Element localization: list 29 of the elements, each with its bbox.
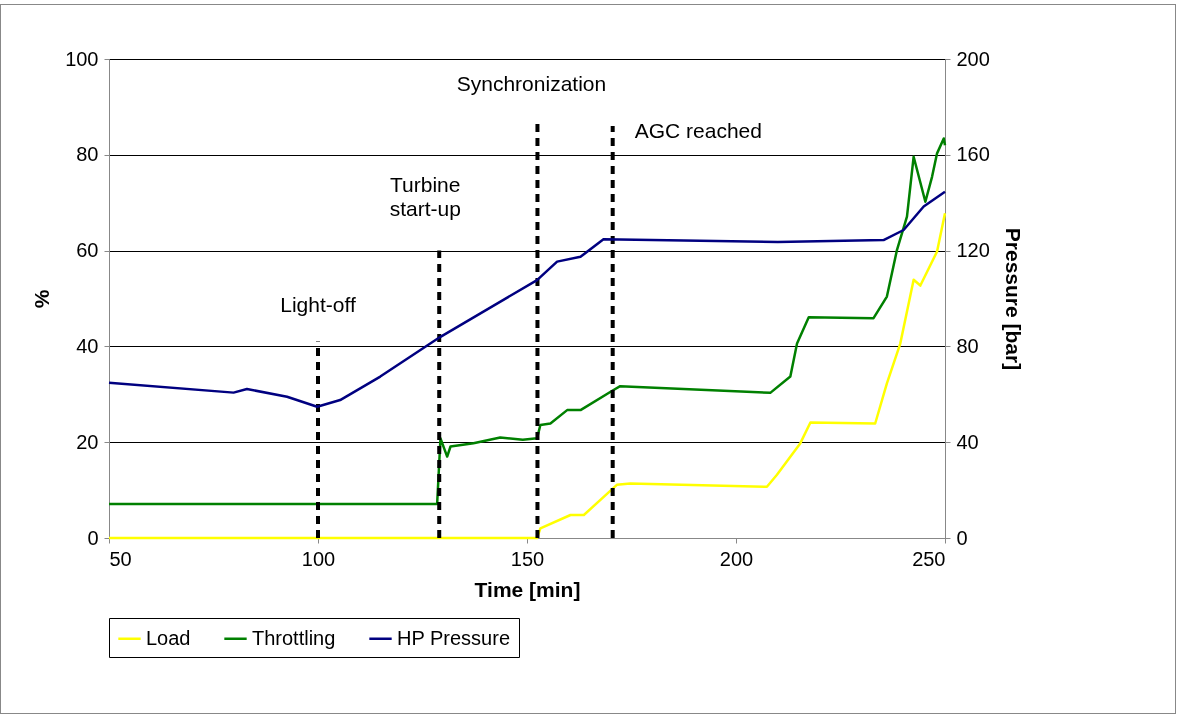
y2-tick-label: 80: [956, 334, 979, 357]
x-tick-label: 250: [912, 547, 946, 570]
legend-label: HP Pressure: [397, 626, 511, 649]
y-tick-label: 0: [87, 526, 99, 549]
legend-label: Throttling: [252, 626, 336, 649]
y2-tick-label: 120: [956, 239, 990, 262]
ref-line-label: Turbine start-up: [389, 172, 461, 220]
y-tick-label: 100: [65, 47, 99, 70]
y2-tick-label: 160: [956, 143, 990, 166]
line-series: [107, 190, 947, 408]
legend-label: Load: [146, 626, 191, 649]
x-tick-label: 200: [719, 547, 754, 570]
y2-axis-title: Pressure [bar]: [1001, 227, 1025, 371]
ref-line-label: Synchronization: [456, 71, 607, 95]
y-tick-label: 80: [76, 143, 99, 166]
ref-line-label: AGC reached: [634, 118, 762, 142]
x-tick-label: 50: [109, 547, 132, 570]
y-tick-label: 20: [76, 430, 99, 453]
x-tick-label: 100: [301, 547, 336, 570]
x-axis-title: Time [min]: [474, 577, 581, 601]
y2-tick-label: 200: [956, 47, 990, 70]
y-tick-label: 40: [76, 334, 99, 357]
y-axis-title: %: [30, 289, 54, 309]
y-tick-label: 60: [76, 239, 99, 262]
y2-tick-label: 0: [956, 526, 968, 549]
y2-tick-label: 40: [956, 430, 979, 453]
x-tick-label: 150: [510, 547, 545, 570]
line-series: [107, 137, 947, 506]
ref-line-label: Light-off: [280, 293, 356, 317]
